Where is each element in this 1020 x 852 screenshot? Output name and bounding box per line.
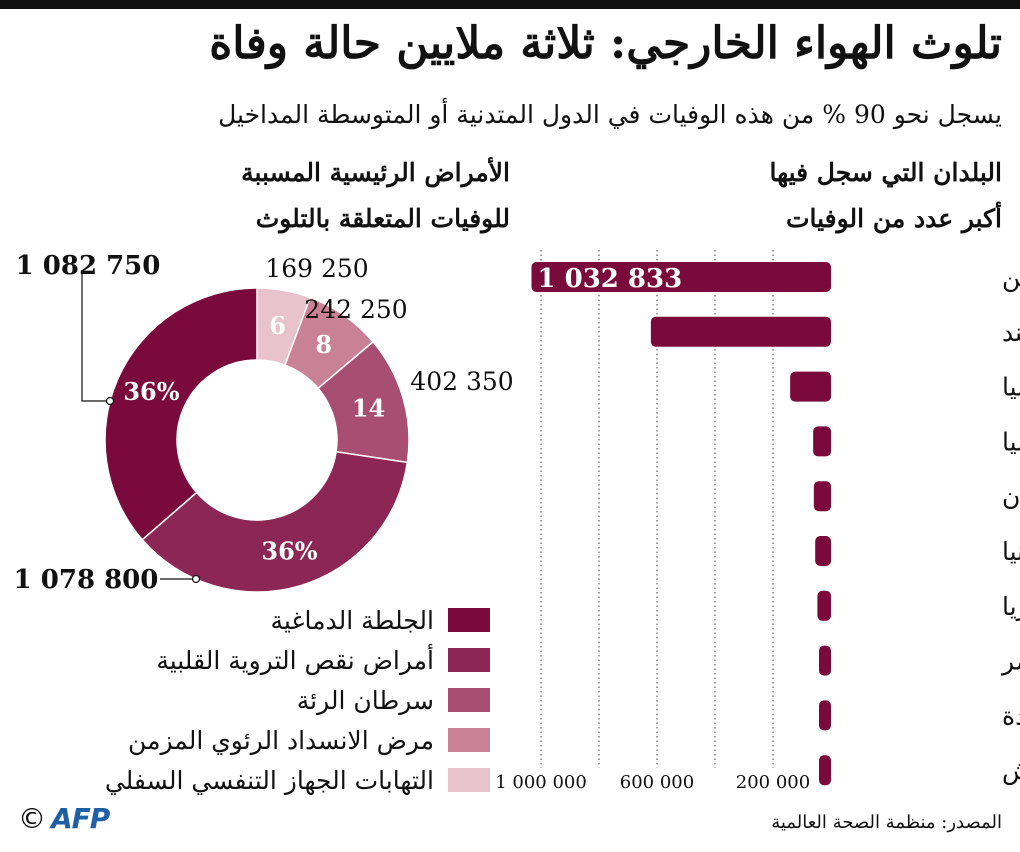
legend-swatch [448, 728, 490, 752]
slice-percent-label: 14 [352, 393, 385, 422]
legend-swatch [448, 688, 490, 712]
leader-line [81, 270, 108, 402]
bar-chart-heading: البلدان التي سجل فيها أكبر عدد من الوفيا… [562, 150, 1002, 242]
donut-legend: الجلطة الدماغية أمراض نقص التروية القلبية… [20, 600, 490, 800]
category-label: الولايات المتحدة [1002, 701, 1020, 731]
x-tick-label: 1 000 000 [495, 772, 587, 793]
category-label: أوكرانيا [1002, 534, 1020, 567]
legend-item: التهابات الجهاز التنفسي السفلي [20, 760, 490, 800]
source-note: المصدر: منظمة الصحة العالمية [771, 812, 1002, 833]
category-label: روسيا [1002, 373, 1020, 403]
bar [813, 481, 831, 512]
bar [790, 371, 831, 402]
legend-label: مرض الانسداد الرئوي المزمن [128, 725, 434, 755]
bar-data-label: 1 032 833 [537, 264, 682, 294]
legend-swatch [448, 608, 490, 632]
donut-chart-heading-line: الأمراض الرئيسية المسببة [241, 158, 510, 187]
slice-percent-label: 36% [123, 377, 179, 406]
category-label: باكستان [1002, 482, 1020, 511]
bar [819, 645, 831, 676]
legend-swatch [448, 648, 490, 672]
x-tick-label: 600 000 [620, 772, 694, 793]
bar [817, 590, 831, 621]
donut-chart: 68 14 36% 36% 169 250 242 250 402 350 1 082 750… [14, 251, 514, 595]
donut-chart-heading: الأمراض الرئيسية المسببة للوفيات المتعلق… [60, 150, 510, 242]
donut-slice [141, 450, 409, 593]
legend-swatch [448, 768, 490, 792]
legend-item: مرض الانسداد الرئوي المزمن [20, 720, 490, 760]
slice-value-label: 402 350 [410, 367, 513, 396]
legend-item: أمراض نقص التروية القلبية [20, 640, 490, 680]
bar [531, 262, 831, 292]
top-rule [0, 0, 1020, 9]
x-tick-label: 200 000 [736, 772, 810, 793]
bar [819, 700, 831, 731]
category-label: الصين [1002, 263, 1020, 293]
bar [815, 536, 831, 566]
slice-percent-label: 36% [261, 536, 317, 565]
bar-chart-heading-line: أكبر عدد من الوفيات [785, 204, 1002, 233]
category-label: مصر [1000, 647, 1020, 677]
page-subtitle: يسجل نحو 90 % من هذه الوفيات في الدول ال… [218, 100, 1002, 129]
donut-chart-heading-line: للوفيات المتعلقة بالتلوث [255, 204, 510, 233]
legend-label: سرطان الرئة [296, 685, 434, 715]
leader-dot [191, 574, 201, 584]
legend-item: سرطان الرئة [20, 680, 490, 720]
afp-wordmark: AFP [51, 802, 110, 835]
bar [813, 426, 831, 457]
category-label: بنغلادش [1002, 756, 1020, 786]
legend-label: التهابات الجهاز التنفسي السفلي [104, 765, 434, 795]
slice-value-label: 1 082 750 [16, 251, 161, 281]
legend-item: الجلطة الدماغية [20, 600, 490, 640]
category-label: الهند [1002, 318, 1020, 348]
slice-percent-label: 8 [315, 330, 332, 359]
category-label: إندونيسيا [1002, 427, 1020, 457]
bar [650, 316, 831, 347]
slice-percent-label: 6 [269, 311, 286, 340]
slice-value-label: 169 250 [265, 254, 368, 283]
donut-slice [104, 287, 258, 541]
leader-dot [105, 396, 115, 406]
afp-logo: © AFP [18, 802, 110, 835]
copyright-symbol: © [18, 802, 46, 835]
page-title: تلوث الهواء الخارجي: ثلاثة ملايين حالة و… [209, 18, 1002, 69]
legend-label: الجلطة الدماغية [270, 605, 434, 635]
slice-value-label: 1 078 800 [14, 565, 159, 595]
legend-label: أمراض نقص التروية القلبية [156, 645, 434, 675]
bar [819, 755, 831, 786]
category-label: نيجيريا [1002, 592, 1020, 622]
slice-value-label: 242 250 [304, 295, 407, 324]
bar-chart-heading-line: البلدان التي سجل فيها [769, 158, 1002, 187]
